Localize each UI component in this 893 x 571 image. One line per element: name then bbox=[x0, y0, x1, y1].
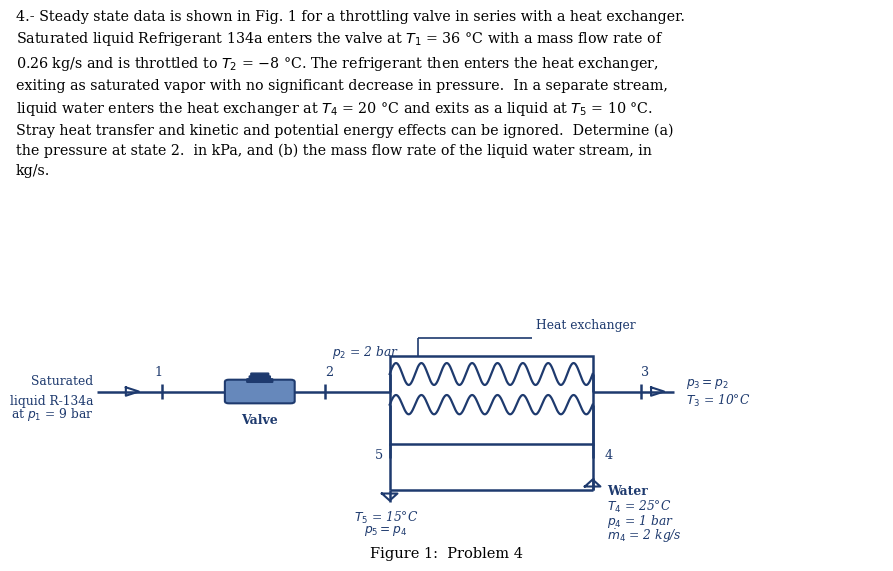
Text: Valve: Valve bbox=[241, 415, 278, 427]
Text: $T_3$ = 10°C: $T_3$ = 10°C bbox=[686, 393, 750, 409]
Text: 3: 3 bbox=[641, 366, 649, 379]
FancyBboxPatch shape bbox=[251, 373, 269, 377]
Text: 4.- Steady state data is shown in Fig. 1 for a throttling valve in series with a: 4.- Steady state data is shown in Fig. 1… bbox=[16, 10, 685, 178]
Text: $T_5$ = 15°C: $T_5$ = 15°C bbox=[354, 510, 418, 526]
Text: 1: 1 bbox=[154, 366, 163, 379]
Text: Heat exchanger: Heat exchanger bbox=[536, 319, 636, 332]
Text: $\dot{m}_4$ = 2 kg/s: $\dot{m}_4$ = 2 kg/s bbox=[607, 528, 682, 545]
Text: $p_5 = p_4$: $p_5 = p_4$ bbox=[364, 524, 407, 538]
Text: $p_3 = p_2$: $p_3 = p_2$ bbox=[686, 377, 729, 391]
Text: Saturated: Saturated bbox=[31, 375, 94, 388]
Text: liquid R-134a: liquid R-134a bbox=[10, 395, 94, 408]
FancyBboxPatch shape bbox=[249, 376, 271, 380]
Text: at $p_1$ = 9 bar: at $p_1$ = 9 bar bbox=[11, 406, 94, 423]
Text: Water: Water bbox=[607, 485, 648, 498]
FancyBboxPatch shape bbox=[225, 380, 295, 403]
Text: Figure 1:  Problem 4: Figure 1: Problem 4 bbox=[370, 548, 523, 561]
Bar bbox=[389, 356, 593, 444]
Text: 5: 5 bbox=[375, 449, 383, 463]
Text: $p_4$ = 1 bar: $p_4$ = 1 bar bbox=[607, 513, 674, 530]
Text: $p_2$ = 2 bar: $p_2$ = 2 bar bbox=[332, 344, 399, 361]
FancyBboxPatch shape bbox=[246, 379, 272, 383]
Text: $T_4$ = 25°C: $T_4$ = 25°C bbox=[607, 499, 672, 515]
Text: 2: 2 bbox=[325, 366, 333, 379]
Text: 4: 4 bbox=[605, 449, 613, 463]
